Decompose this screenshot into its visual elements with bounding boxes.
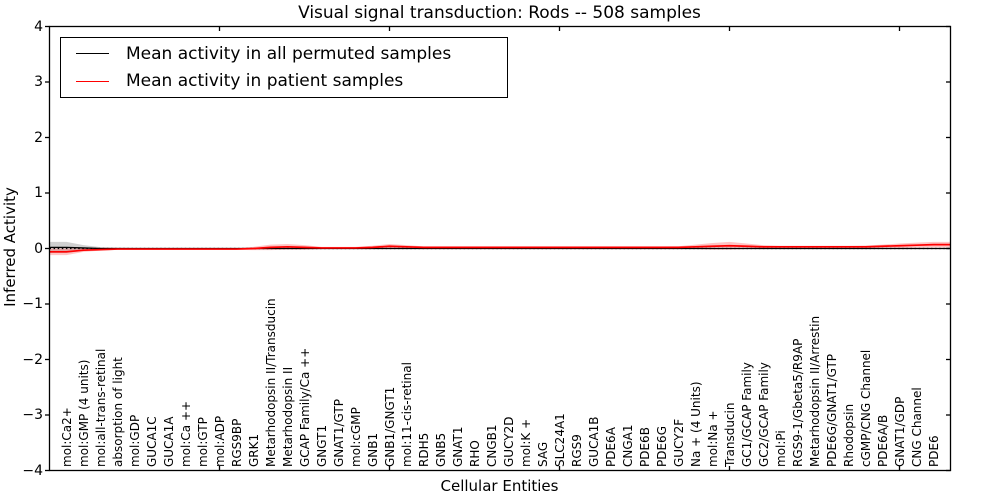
- y-tick-label: −4: [22, 462, 43, 479]
- x-tick-label: mol:Pi: [773, 430, 788, 467]
- x-tick-label: GNAT1/GDP: [892, 396, 907, 467]
- x-tick-label: RGS9BP: [229, 418, 244, 467]
- x-tick-label: Metarhodopsin II/Transducin: [263, 298, 278, 467]
- x-tick-label: GNB1: [365, 432, 380, 467]
- x-tick-label: RDH5: [416, 432, 431, 467]
- x-tick-label: mol:GDP: [127, 414, 142, 467]
- x-tick-label: GRK1: [246, 433, 261, 467]
- x-tick-label: GUCY2F: [671, 418, 686, 467]
- x-tick-label: mol:ADP: [212, 415, 227, 467]
- x-tick-label: GNAT1/GTP: [331, 399, 346, 467]
- x-tick-label: GUCY2D: [501, 416, 516, 467]
- x-tick-label: Rhodopsin: [841, 403, 856, 467]
- x-tick-label: PDE6G: [654, 426, 669, 467]
- legend-item-patient: Mean activity in patient samples: [61, 68, 507, 94]
- legend-label-patient: Mean activity in patient samples: [126, 71, 404, 92]
- series-line-patient: [49, 243, 951, 253]
- x-tick-label: GC2/GCAP Family: [756, 362, 771, 467]
- x-tick-label: absorption of light: [110, 357, 125, 467]
- legend-line-permuted-icon: [76, 53, 109, 55]
- x-tick-label: mol:Ca ++: [178, 400, 193, 467]
- x-tick-label: CNGA1: [620, 424, 635, 468]
- x-tick-label: GNAT1: [450, 426, 465, 467]
- x-tick-label: PDE6: [926, 435, 941, 467]
- x-tick-label: GUCA1C: [144, 416, 159, 467]
- chart-title: Visual signal transduction: Rods -- 508 …: [298, 3, 701, 23]
- legend-item-permuted: Mean activity in all permuted samples: [61, 41, 507, 67]
- x-tick-label: mol:GTP: [195, 417, 210, 467]
- x-tick-label: CNG Channel: [909, 387, 924, 467]
- x-tick-label: mol:K +: [518, 418, 533, 467]
- y-tick-label: 3: [34, 74, 43, 90]
- x-tick-label: GCAP Family/Ca ++: [297, 347, 312, 467]
- y-tick-label: 1: [34, 185, 43, 201]
- x-tick-label: RGS9-1/Gbeta5/R9AP: [790, 338, 805, 467]
- x-tick-label: SLC24A1: [552, 413, 567, 467]
- x-tick-label: Transducin: [722, 402, 737, 467]
- y-tick-label: 4: [34, 18, 43, 35]
- x-tick-label: PDE6A: [603, 427, 618, 467]
- x-tick-label: RHO: [467, 440, 482, 467]
- x-tick-label: PDE6A/B: [875, 414, 890, 467]
- x-tick-label: GUCA1A: [161, 416, 176, 467]
- y-tick-label: −3: [22, 407, 43, 423]
- x-tick-label: GUCA1B: [586, 416, 601, 467]
- legend-line-patient-icon: [76, 80, 109, 82]
- y-tick-label: −1: [22, 296, 43, 312]
- x-tick-label: GNGT1: [314, 424, 329, 467]
- x-tick-label: mol:Ca2+: [59, 407, 74, 467]
- x-tick-label: mol:cGMP: [348, 407, 363, 467]
- x-tick-label: PDE6G/GNAT1/GTP: [824, 353, 839, 467]
- x-tick-label: Metarhodopsin II: [280, 366, 295, 467]
- x-tick-label: GNB5: [433, 432, 448, 467]
- x-tick-label: mol:11-cis-retinal: [399, 362, 414, 467]
- legend-label-permuted: Mean activity in all permuted samples: [126, 43, 452, 64]
- x-tick-label: mol:GMP (4 units): [76, 359, 91, 467]
- x-tick-label: RGS9: [569, 434, 584, 467]
- x-tick-label: Na + (4 Units): [688, 381, 703, 467]
- x-tick-label: GC1/GCAP Family: [739, 362, 754, 467]
- x-tick-label: Metarhodopsin II/Arrestin: [807, 315, 822, 467]
- x-tick-label: mol:all-trans-retinal: [93, 348, 108, 467]
- x-axis-label: Cellular Entities: [440, 477, 559, 495]
- x-tick-label: CNGB1: [484, 424, 499, 467]
- y-tick-label: 2: [34, 129, 43, 146]
- x-tick-label: mol:Na +: [705, 410, 720, 467]
- x-tick-label: PDE6B: [637, 427, 652, 467]
- y-tick-label: −2: [22, 351, 43, 368]
- legend: Mean activity in all permuted samples Me…: [60, 37, 508, 98]
- x-tick-label: SAG: [535, 441, 550, 467]
- y-tick-label: 0: [34, 240, 43, 257]
- x-tick-label: cGMP/CNG Channel: [858, 349, 873, 467]
- x-tick-label: GNB1/GNGT1: [382, 386, 397, 467]
